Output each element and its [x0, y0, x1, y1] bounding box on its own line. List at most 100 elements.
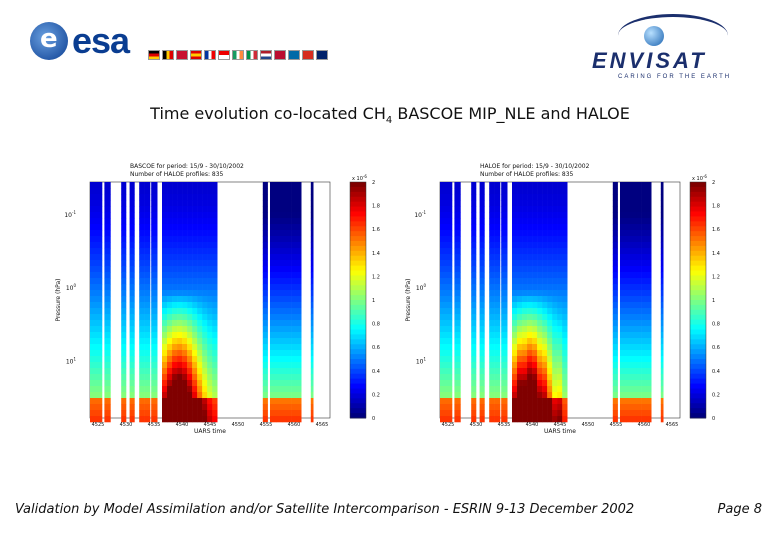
heatmap-cell [167, 302, 173, 309]
heatmap-cell [296, 344, 302, 351]
heatmap-cell [172, 332, 178, 339]
heatmap-cell [172, 404, 178, 411]
colorbar-segment [690, 206, 706, 212]
heatmap-cell [557, 218, 563, 225]
heatmap-cell [207, 404, 213, 411]
heatmap-cell [202, 278, 208, 285]
heatmap-cell [90, 374, 97, 381]
heatmap-cell [162, 404, 168, 411]
heatmap-cell [282, 338, 288, 345]
heatmap-cell [291, 206, 297, 213]
heatmap-cell [632, 308, 638, 315]
heatmap-cell [440, 362, 447, 369]
heatmap-cell [479, 296, 485, 303]
heatmap-cell [646, 320, 652, 327]
heatmap-cell [479, 356, 485, 363]
heatmap-cell [446, 416, 453, 423]
y-axis-label: Pressure (hPa) [55, 278, 62, 321]
heatmap-cell [547, 338, 553, 345]
heatmap-cell [646, 404, 652, 411]
heatmap-cell [479, 326, 485, 333]
heatmap-cell [121, 224, 127, 231]
heatmap-cell [440, 188, 447, 195]
heatmap-cell [612, 410, 618, 417]
heatmap-cell [557, 248, 563, 255]
heatmap-cell [192, 398, 198, 405]
heatmap-cell [282, 410, 288, 417]
heatmap-cell [202, 404, 208, 411]
heatmap-cell [440, 386, 447, 393]
heatmap-cell [187, 326, 193, 333]
heatmap-cell [517, 380, 523, 387]
heatmap-cell [562, 314, 568, 321]
heatmap-cell [167, 332, 173, 339]
heatmap-cell [139, 236, 145, 243]
heatmap-cell [162, 290, 168, 297]
colorbar-segment [690, 186, 706, 193]
heatmap-cell [512, 194, 518, 201]
heatmap-cell [512, 236, 518, 243]
heatmap-cell [197, 380, 203, 387]
heatmap-cell [471, 338, 477, 345]
heatmap-cell [517, 266, 523, 273]
heatmap-cell [632, 314, 638, 321]
heatmap-cell [202, 224, 208, 231]
colorbar-segment [690, 334, 706, 340]
heatmap-cell [557, 242, 563, 249]
heatmap-cell [479, 404, 485, 411]
heatmap-cell [501, 314, 508, 321]
heatmap-cell [104, 296, 111, 303]
heatmap-cell [646, 272, 652, 279]
heatmap-cell [139, 218, 145, 225]
heatmap-cell [489, 218, 495, 225]
heatmap-cell [522, 254, 528, 261]
heatmap-cell [187, 350, 193, 357]
heatmap-cell [162, 374, 168, 381]
heatmap-cell [494, 278, 501, 285]
heatmap-cell [121, 242, 127, 249]
heatmap-cell [129, 398, 135, 405]
heatmap-cell [162, 368, 168, 375]
heatmap-cell [557, 230, 563, 237]
heatmap-cell [212, 356, 218, 363]
heatmap-cell [151, 272, 158, 279]
heatmap-cell [202, 296, 208, 303]
heatmap-cell [636, 206, 642, 213]
heatmap-cell [90, 404, 97, 411]
heatmap-cell [270, 194, 277, 201]
heatmap-cell [177, 200, 183, 207]
heatmap-cell [282, 302, 288, 309]
heatmap-cell [479, 416, 485, 423]
heatmap-cell [212, 218, 218, 225]
heatmap-cell [182, 416, 188, 423]
heatmap-cell [96, 290, 103, 297]
heatmap-cell [612, 194, 618, 201]
heatmap-cell [262, 332, 268, 339]
heatmap-cell [90, 236, 97, 243]
heatmap-cell [547, 416, 553, 423]
heatmap-cell [489, 296, 495, 303]
heatmap-cell [104, 266, 111, 273]
heatmap-cell [494, 362, 501, 369]
heatmap-cell [144, 350, 151, 357]
heatmap-cell [212, 314, 218, 321]
heatmap-cell [167, 218, 173, 225]
heatmap-cell [612, 242, 618, 249]
heatmap-cell [489, 320, 495, 327]
heatmap-cell [177, 404, 183, 411]
heatmap-cell [620, 314, 627, 321]
heatmap-cell [177, 320, 183, 327]
heatmap-cell [129, 410, 135, 417]
heatmap-cell [646, 290, 652, 297]
heatmap-cell [270, 338, 277, 345]
colorbar-segment [350, 349, 366, 355]
heatmap-cell [532, 284, 538, 291]
heatmap-cell [197, 188, 203, 195]
heatmap-cell [187, 416, 193, 423]
heatmap-cell [96, 272, 103, 279]
heatmap-cell [192, 392, 198, 399]
heatmap-cell [542, 320, 548, 327]
heatmap-cell [197, 410, 203, 417]
heatmap-cell [177, 284, 183, 291]
heatmap-cell [612, 380, 618, 387]
